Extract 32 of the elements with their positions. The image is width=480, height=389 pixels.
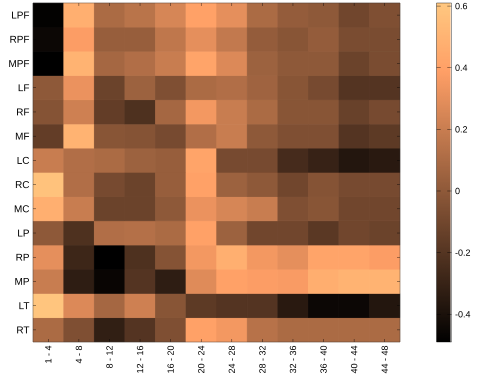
x-tick-label: 4 - 8 <box>76 346 82 364</box>
x-tick-label: 36 - 40 <box>320 346 327 374</box>
x-tick-label: 40 - 44 <box>350 346 358 374</box>
x-tick-label: 44 - 48 <box>382 346 388 374</box>
y-tick-label: RP <box>16 254 29 261</box>
color-bar-label: 0.6 <box>455 2 468 10</box>
color-bar-label: -0.4 <box>455 311 470 318</box>
y-tick-label: LF <box>18 84 30 92</box>
color-bar-label: -0.2 <box>455 249 470 256</box>
y-tick-label: LT <box>19 302 30 310</box>
y-tick-label: LPF <box>12 12 30 19</box>
x-tick-label: 20 - 24 <box>198 346 204 373</box>
color-bar-label: 0 <box>455 188 460 194</box>
y-tick-label: LC <box>18 156 30 164</box>
x-tick-label: 8 - 12 <box>106 346 113 368</box>
y-tick-label: MPF <box>9 60 30 67</box>
y-tick-label: MF <box>16 132 30 140</box>
x-tick-label: 28 - 32 <box>259 346 266 373</box>
x-tick-label: 24 - 28 <box>228 346 235 373</box>
x-tick-label: 12 - 16 <box>136 346 144 373</box>
y-tick-label: MP <box>15 278 29 285</box>
color-bar-label: 0.4 <box>455 64 468 71</box>
y-tick-label: LP <box>18 230 29 236</box>
color-bar-label: 0.2 <box>455 126 468 133</box>
y-tick-label: RT <box>17 326 30 334</box>
y-tick-label: RF <box>17 108 30 116</box>
y-tick-label: RPF <box>10 36 30 43</box>
y-tick-label: RC <box>16 181 30 188</box>
x-tick-label: 16 - 20 <box>167 346 174 373</box>
y-tick-label: MC <box>14 205 30 212</box>
x-tick-label: 1 - 4 <box>45 346 52 363</box>
x-tick-label: 32 - 36 <box>290 346 296 374</box>
